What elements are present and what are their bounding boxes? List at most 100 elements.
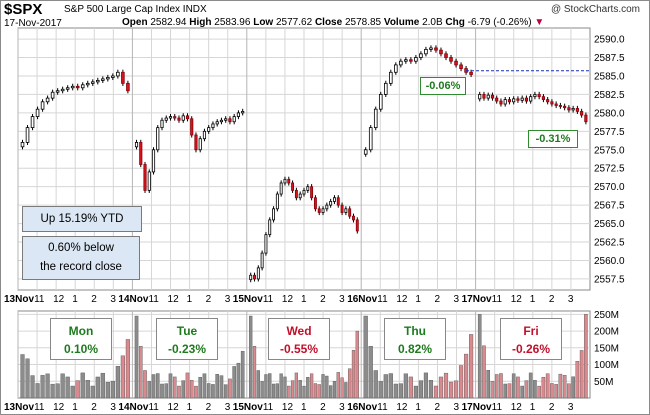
volume-bar	[275, 383, 279, 399]
volume-bar	[100, 372, 105, 399]
candle-body	[35, 108, 40, 117]
x-tick-label: 3	[339, 294, 345, 305]
volume-bar	[541, 376, 546, 399]
x-tick-label: 17Nov	[462, 294, 492, 305]
candle-body	[173, 116, 177, 119]
x-tick-label: 16Nov	[347, 402, 377, 413]
x-tick-label: 2	[549, 294, 555, 305]
volume-bar	[368, 346, 373, 399]
volume-bar	[228, 378, 232, 399]
volume-bar	[90, 385, 95, 399]
volume-bar	[40, 375, 45, 399]
volume-bar	[236, 362, 241, 399]
candle-body	[279, 182, 283, 195]
price-axis: 2590.0 2587.5 2585.0 2582.5 2580.0 2577.5 2575…	[594, 35, 625, 286]
x-tick-label: 3	[225, 294, 231, 305]
volume-bar	[428, 380, 434, 399]
day-name: Mon	[68, 324, 94, 338]
volume-bar	[554, 384, 558, 399]
candle-body	[414, 57, 418, 62]
candle-body	[399, 60, 403, 66]
x-tick-label: 1	[187, 402, 193, 413]
volume-bar	[528, 372, 533, 399]
volume-bar	[155, 373, 160, 399]
candle-body	[516, 98, 520, 101]
x-tick-label: 3	[225, 402, 231, 413]
candle-body	[190, 118, 194, 136]
candle-body	[260, 252, 264, 269]
volume-bar	[249, 315, 253, 399]
candle-body	[310, 186, 314, 199]
high-value: 2583.96	[214, 17, 251, 28]
candle-body	[121, 71, 125, 84]
x-tick-label: 11	[148, 294, 159, 305]
x-tick-label: 1	[72, 402, 78, 413]
candle-body	[139, 141, 143, 165]
candle-body	[524, 97, 528, 102]
volume-bar	[533, 380, 537, 399]
volume-bar	[271, 383, 276, 399]
x-tick-label: 3	[110, 402, 116, 413]
index-name-text: S&P 500 Large Cap Index	[64, 4, 181, 15]
candle-body	[389, 71, 393, 84]
candle-body	[232, 116, 236, 123]
volume-bar	[363, 315, 368, 399]
volume-bar	[172, 376, 177, 399]
day-box-thu: Thu 0.82%	[384, 318, 446, 360]
x-tick-label: 1	[301, 402, 307, 413]
candle-body	[50, 91, 55, 99]
candle-body	[529, 96, 533, 102]
candle-body	[156, 127, 160, 151]
candle-body	[486, 94, 490, 99]
volume-tick-label: 150M	[594, 343, 619, 354]
low-label: Low	[253, 17, 274, 28]
candle-body	[75, 85, 80, 89]
volume-bar	[194, 385, 198, 399]
volume-bar	[567, 383, 571, 399]
x-axis-bottom: 13Nov 11 12 1 2 3 14Nov 11 12 1 2 3 15Nov 11 12 1 2 3 16No…	[4, 402, 574, 413]
volume-bar	[143, 370, 147, 399]
candle-body	[224, 118, 228, 121]
volume-bar	[351, 349, 356, 399]
volume-bar	[433, 385, 439, 399]
candle-body	[198, 138, 202, 151]
volume-bar	[329, 385, 333, 399]
candle-body	[378, 94, 383, 110]
candle-body	[219, 119, 224, 123]
volume-bar	[438, 376, 444, 399]
candle-body	[482, 94, 486, 99]
price-tick-label: 2590.0	[594, 35, 625, 46]
volume-bar	[287, 385, 291, 399]
volume-bar	[306, 376, 310, 399]
candle-body	[368, 127, 373, 151]
x-tick-label: 12	[396, 294, 408, 305]
candle-body	[177, 117, 181, 121]
candle-body	[294, 189, 298, 199]
candle-body	[550, 101, 554, 105]
down-arrow-icon: ▼	[534, 17, 545, 28]
candle-body	[126, 82, 130, 92]
volume-bar	[511, 373, 516, 399]
candle-body	[147, 171, 151, 191]
volume-bar	[562, 375, 567, 399]
x-tick-label: 12	[282, 294, 294, 305]
x-tick-label: 12	[511, 402, 523, 413]
volume-bar	[70, 385, 75, 399]
candle-body	[313, 197, 317, 210]
volume-bar	[232, 366, 236, 399]
candle-body	[116, 71, 120, 77]
volume-bar	[507, 383, 512, 399]
x-tick-label: 2	[434, 294, 440, 305]
volume-bar	[256, 370, 260, 399]
candle-body	[70, 85, 75, 89]
open-label: Open	[122, 17, 148, 28]
candle-body	[287, 178, 291, 184]
volume-bar	[177, 385, 181, 399]
day-pct: -0.26%	[511, 342, 551, 356]
volume-bar	[336, 372, 340, 399]
day-box-mon: Mon 0.10%	[50, 318, 112, 360]
close-value: 2578.85	[344, 17, 382, 28]
candle-body	[40, 101, 45, 110]
volume-bar	[477, 314, 482, 399]
